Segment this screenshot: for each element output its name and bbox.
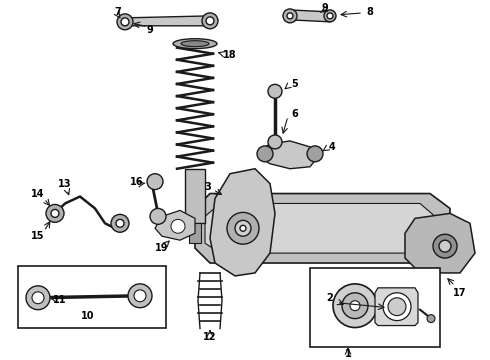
Circle shape — [350, 301, 360, 311]
Circle shape — [134, 290, 146, 302]
Circle shape — [111, 215, 129, 232]
Text: 11: 11 — [53, 295, 67, 305]
Circle shape — [333, 284, 377, 328]
Circle shape — [427, 315, 435, 323]
Text: 8: 8 — [367, 7, 373, 17]
Circle shape — [26, 286, 50, 310]
Polygon shape — [210, 169, 275, 276]
Text: 9: 9 — [321, 3, 328, 13]
Ellipse shape — [173, 39, 217, 49]
Circle shape — [433, 234, 457, 258]
Circle shape — [268, 84, 282, 98]
Circle shape — [307, 146, 323, 162]
Text: 18: 18 — [223, 50, 237, 60]
Text: 15: 15 — [31, 231, 45, 241]
Circle shape — [116, 219, 124, 227]
Polygon shape — [155, 210, 195, 240]
Circle shape — [257, 146, 273, 162]
Circle shape — [342, 293, 368, 319]
Circle shape — [227, 212, 259, 244]
Text: 9: 9 — [147, 25, 153, 35]
Circle shape — [235, 220, 251, 236]
Text: 7: 7 — [115, 7, 122, 17]
Circle shape — [240, 225, 246, 231]
Circle shape — [439, 240, 451, 252]
Circle shape — [150, 208, 166, 224]
Text: 19: 19 — [155, 243, 169, 253]
Polygon shape — [205, 203, 435, 253]
Polygon shape — [285, 10, 335, 22]
Circle shape — [283, 9, 297, 23]
Circle shape — [268, 135, 282, 149]
Text: 13: 13 — [58, 179, 72, 189]
Bar — [18, 266, 166, 328]
Circle shape — [383, 293, 411, 321]
Text: 16: 16 — [130, 177, 144, 186]
Circle shape — [324, 10, 336, 22]
Polygon shape — [405, 213, 475, 273]
Polygon shape — [120, 16, 215, 26]
Text: 6: 6 — [292, 109, 298, 119]
Text: 12: 12 — [203, 332, 217, 342]
Circle shape — [128, 284, 152, 308]
Text: 17: 17 — [453, 288, 467, 298]
Bar — [189, 223, 201, 243]
Circle shape — [32, 292, 44, 304]
Circle shape — [388, 298, 406, 316]
Circle shape — [287, 13, 293, 19]
Polygon shape — [262, 141, 318, 169]
Text: 2: 2 — [327, 293, 333, 303]
Circle shape — [117, 14, 133, 30]
Polygon shape — [375, 288, 418, 325]
Bar — [185, 169, 205, 223]
Circle shape — [202, 13, 218, 29]
Circle shape — [46, 204, 64, 222]
Circle shape — [327, 13, 333, 19]
Text: 10: 10 — [81, 311, 95, 321]
Circle shape — [121, 18, 129, 26]
Text: 5: 5 — [292, 79, 298, 89]
Text: 3: 3 — [205, 181, 211, 192]
Circle shape — [206, 17, 214, 25]
Text: 14: 14 — [31, 189, 45, 199]
Circle shape — [51, 210, 59, 217]
Text: 4: 4 — [329, 142, 335, 152]
Circle shape — [147, 174, 163, 190]
Ellipse shape — [181, 41, 209, 47]
Polygon shape — [195, 194, 450, 263]
Circle shape — [171, 219, 185, 233]
Text: 1: 1 — [344, 349, 351, 359]
Bar — [310, 268, 440, 347]
